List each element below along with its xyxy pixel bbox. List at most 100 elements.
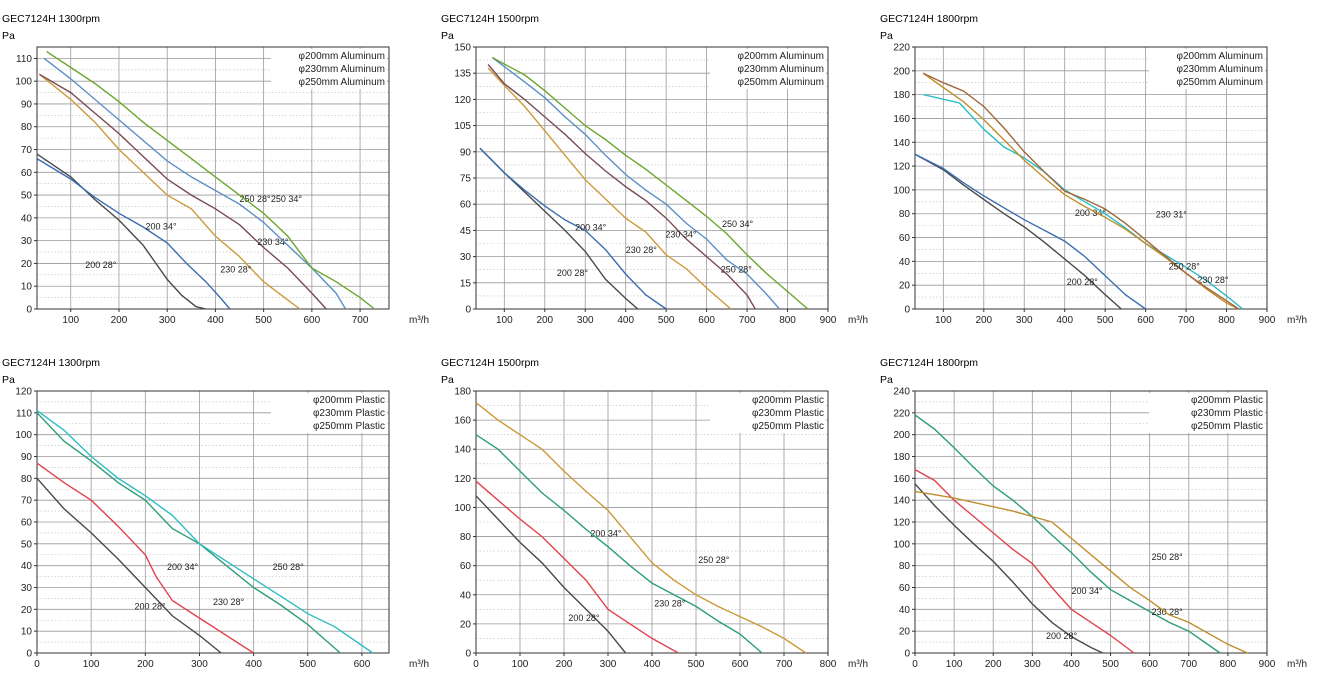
x-tick-label: 500 [299, 659, 316, 670]
series-line-3 [922, 93, 1244, 310]
series-label-3: 230 28° [220, 265, 252, 275]
x-tick-label: 400 [245, 659, 262, 670]
series-label-5: 250 28° [240, 194, 272, 204]
y-tick-label: 135 [454, 69, 471, 80]
x-tick-label: 200 [556, 659, 573, 670]
legend-entry-2: φ230mm Plastic [313, 408, 385, 419]
series-label-1: 200 28° [85, 260, 117, 270]
chart-title: GEC7124H 1500rpm [441, 13, 539, 25]
y-tick-label: 105 [454, 121, 471, 132]
series-line-2 [36, 462, 254, 654]
legend-entry-1: φ200mm Plastic [752, 395, 824, 406]
x-tick-label: 700 [352, 315, 369, 326]
x-tick-label: 600 [1141, 659, 1158, 670]
series-line-2 [479, 147, 667, 310]
legend-box [710, 393, 826, 433]
x-axis-label: m³/h [409, 315, 429, 326]
y-tick-label: 30 [460, 252, 472, 263]
chart-title: GEC7124H 1500rpm [441, 357, 539, 369]
x-tick-label: 0 [473, 659, 479, 670]
x-tick-label: 800 [1220, 659, 1237, 670]
x-tick-label: 400 [617, 315, 634, 326]
x-tick-label: 300 [1024, 659, 1041, 670]
x-tick-label: 100 [83, 659, 100, 670]
series-line-4 [475, 402, 807, 654]
series-label-5: 250 28° [1169, 262, 1201, 272]
y-axis-label: Pa [880, 374, 893, 386]
legend-entry-2: φ230mm Aluminum [737, 64, 824, 75]
plot-frame [36, 46, 390, 310]
y-tick-label: 160 [893, 114, 910, 125]
y-tick-label: 120 [893, 162, 910, 173]
series-line-1 [475, 495, 627, 654]
y-axis-label: Pa [441, 30, 454, 42]
chart-panel-1: GEC7124H 1300rpm Pa 0 10 20 30 40 50 60 70 80 90 100… [0, 0, 439, 344]
y-tick-label: 10 [21, 627, 33, 638]
chart-svg-5: GEC7124H 1500rpm Pa 0 20 40 60 80 100 120 140 160 1… [441, 357, 868, 670]
x-tick-label: 500 [255, 315, 272, 326]
y-tick-label: 90 [460, 147, 472, 158]
legend-box [1149, 393, 1265, 433]
y-tick-label: 0 [26, 305, 32, 316]
x-tick-label: 500 [1097, 315, 1114, 326]
series-line-4 [922, 72, 1240, 310]
legend-entry-3: φ250mm Aluminum [737, 77, 824, 88]
chart-svg-3: GEC7124H 1800rpm Pa 0 20 40 60 80 100 120 140 160 1… [880, 13, 1307, 326]
y-tick-label: 0 [26, 649, 32, 660]
legend-entry-3: φ250mm Plastic [752, 421, 824, 432]
series-line-6 [491, 56, 809, 310]
series-line-4 [39, 73, 327, 310]
series-label-2: 200 34° [575, 222, 607, 232]
y-axis-label: Pa [2, 30, 15, 42]
x-tick-label: 900 [1259, 315, 1276, 326]
series-label-2: 200 34° [145, 221, 177, 231]
x-tick-label: 700 [1180, 659, 1197, 670]
series-label-2: 200 34° [1071, 586, 1103, 596]
y-tick-label: 30 [21, 583, 33, 594]
x-tick-label: 100 [62, 315, 79, 326]
chart-svg-4: GEC7124H 1300rpm Pa 0 10 20 30 40 50 60 70 80 90 100… [2, 357, 429, 670]
x-tick-label: 500 [1102, 659, 1119, 670]
series-label-6: 250 34° [271, 194, 303, 204]
y-tick-label: 10 [21, 282, 33, 293]
series-line-2 [36, 158, 231, 310]
x-tick-label: 0 [912, 659, 918, 670]
y-tick-label: 120 [15, 387, 32, 398]
y-tick-label: 0 [904, 649, 910, 660]
y-tick-label: 220 [893, 408, 910, 419]
x-tick-label: 100 [496, 315, 513, 326]
series-line-3 [38, 73, 301, 310]
x-tick-label: 300 [191, 659, 208, 670]
y-tick-label: 140 [454, 445, 471, 456]
x-axis-label: m³/h [1287, 659, 1307, 670]
x-tick-label: 600 [304, 315, 321, 326]
series-label-1: 200 28° [557, 268, 589, 278]
series-label-1: 200 28° [1046, 631, 1078, 641]
x-tick-label: 300 [159, 315, 176, 326]
y-tick-label: 160 [454, 416, 471, 427]
legend-entry-2: φ230mm Aluminum [298, 64, 385, 75]
series-label-1: 200 28° [134, 601, 166, 611]
x-tick-label: 600 [732, 659, 749, 670]
x-tick-label: 100 [935, 315, 952, 326]
y-tick-label: 20 [21, 259, 33, 270]
series-line-3 [36, 412, 341, 654]
series-label-4: 230 34° [257, 237, 289, 247]
legend-box [271, 49, 387, 89]
y-tick-label: 30 [21, 236, 33, 247]
y-tick-label: 75 [460, 174, 472, 185]
legend-box [710, 49, 826, 89]
series-label-3: 230 28° [654, 598, 686, 608]
y-tick-label: 80 [899, 209, 911, 220]
legend-entry-3: φ250mm Plastic [313, 421, 385, 432]
series-line-2 [475, 480, 679, 654]
x-tick-label: 400 [1063, 659, 1080, 670]
y-tick-label: 110 [16, 54, 32, 65]
x-tick-label: 300 [577, 315, 594, 326]
x-tick-label: 100 [512, 659, 529, 670]
series-label-3: 230 28° [626, 245, 658, 255]
series-line-4 [487, 64, 756, 310]
y-tick-label: 120 [893, 518, 910, 529]
y-tick-label: 240 [893, 387, 910, 398]
legend-entry-3: φ250mm Plastic [1191, 421, 1263, 432]
